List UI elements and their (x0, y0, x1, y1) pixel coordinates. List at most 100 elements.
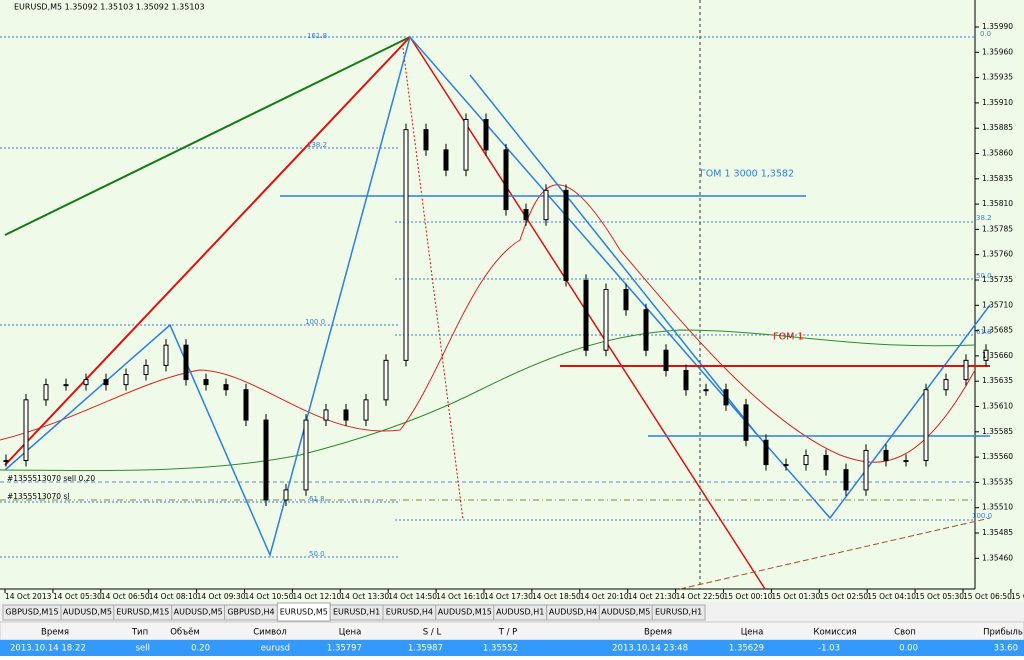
column-header[interactable]: Тип (131, 628, 148, 638)
column-header[interactable]: Цена (339, 628, 362, 638)
candle-body (483, 119, 489, 151)
tab-label[interactable]: GBPUSD,H4 (227, 608, 274, 617)
order-label: #1355513070 sl (7, 492, 69, 501)
table-cell: 0.20 (191, 644, 210, 654)
column-header[interactable]: Время (41, 628, 69, 638)
candle-body (563, 189, 569, 281)
tab-label[interactable]: AUDUSD,M15 (438, 608, 492, 617)
candle-body (463, 119, 469, 171)
candle-body (763, 439, 769, 466)
tab-label[interactable]: EURUSD,H1 (655, 608, 702, 617)
column-header[interactable]: Своп (894, 628, 916, 638)
time-label: 14 Oct 06:50 (101, 592, 150, 601)
candle-body (443, 149, 449, 171)
fib-label: 50.0 (309, 550, 325, 558)
fib-label: 61.8 (309, 495, 325, 503)
candle-body (623, 289, 629, 311)
time-label: 15 Oct 05:30 (915, 592, 964, 601)
time-label: 14 Oct 05:30 (53, 592, 102, 601)
candle-body (183, 344, 189, 381)
candle-body (983, 349, 989, 361)
fib-label: 61.8 (976, 328, 992, 336)
time-label: 14 Oct 12:10 (292, 592, 341, 601)
fib-label: 161.8 (307, 32, 327, 40)
column-header[interactable]: Объём (170, 628, 200, 638)
trend-line (679, 517, 991, 590)
price-label: 1.35535 (982, 477, 1013, 486)
table-cell: eurusd (261, 644, 290, 654)
candle-body (283, 489, 289, 501)
level-annotation: ГОМ 1 3000 1,3582 (700, 169, 794, 180)
tab[interactable] (651, 604, 706, 621)
fib-label: 100.0 (305, 318, 325, 326)
price-label: 1.35510 (982, 503, 1013, 512)
time-label: 15 Oct 00:10 (724, 592, 773, 601)
candle-body (83, 379, 89, 386)
price-label: 1.35685 (982, 326, 1013, 335)
candle-body (203, 379, 209, 386)
candle-body (143, 364, 149, 376)
order-label: #1355513070 sell 0.20 (7, 474, 95, 483)
column-header[interactable]: Время (644, 628, 672, 638)
time-label: 15 Oct 02:50 (819, 592, 868, 601)
table-cell: 0.00 (899, 644, 918, 654)
tab-label[interactable]: EURUSD,H1 (333, 608, 380, 617)
trend-line (4, 36, 411, 466)
tab-label[interactable]: EURUSD,M15 (116, 608, 169, 617)
candle-body (783, 464, 789, 467)
tab-label[interactable]: GBPUSD,M15 (5, 608, 58, 617)
tab-label[interactable]: AUDUSD,M5 (601, 608, 650, 617)
tab-label[interactable]: EURUSD,M5 (280, 608, 328, 617)
candle-body (503, 149, 509, 211)
price-label: 1.35785 (982, 224, 1013, 233)
candle-body (3, 460, 9, 463)
candle-body (323, 409, 329, 421)
time-label: 14 Oct 13:30 (340, 592, 389, 601)
candle-body (963, 359, 969, 381)
price-label: 1.35485 (982, 528, 1013, 537)
time-label: 15 Oct 06:50 (963, 592, 1012, 601)
column-header[interactable]: Комиссия (813, 628, 856, 638)
price-label: 1.35460 (982, 553, 1013, 562)
price-label: 1.35710 (982, 300, 1013, 309)
candle-body (63, 384, 69, 387)
tab-label[interactable]: AUDUSD,H4 (549, 608, 597, 617)
candle-body (303, 419, 309, 491)
candle-body (43, 384, 49, 401)
time-label: 14 Oct 17:30 (484, 592, 533, 601)
candle-body (523, 209, 529, 221)
column-header[interactable]: S / L (423, 628, 442, 638)
chart-header: EURUSD,M5 1.35092 1.35103 1.35092 1.3510… (14, 3, 205, 12)
price-label: 1.35860 (982, 149, 1013, 158)
moving-average (0, 329, 976, 472)
candle-body (843, 469, 849, 491)
candle-body (23, 399, 29, 462)
candle-body (723, 389, 729, 406)
column-header[interactable]: T / P (498, 628, 518, 638)
price-label: 1.35610 (982, 402, 1013, 411)
candle-body (263, 419, 269, 501)
candle-body (803, 454, 809, 466)
candle-body (923, 389, 929, 462)
time-label: 14 Oct 10:50 (245, 592, 294, 601)
price-label: 1.35660 (982, 351, 1013, 360)
candle-body (903, 460, 909, 463)
time-label: 14 Oct 08:10 (149, 592, 198, 601)
price-label: 1.35885 (982, 123, 1013, 132)
column-header[interactable]: Цена (741, 628, 764, 638)
price-label: 1.35585 (982, 427, 1013, 436)
tab-label[interactable]: AUDUSD,H1 (496, 608, 544, 617)
tab-label[interactable]: AUDUSD,M5 (63, 608, 112, 617)
candle-body (423, 129, 429, 151)
price-label: 1.35990 (982, 22, 1013, 31)
column-header[interactable]: Символ (253, 628, 287, 638)
column-header[interactable]: Прибыль (983, 628, 1023, 638)
zigzag (4, 35, 991, 558)
tab-label[interactable]: EURUSD,H4 (386, 608, 433, 617)
tabs: GBPUSD,M15 AUDUSD,M5 EURUSD,M15 AUDUSD,M5 GB… (2, 602, 706, 622)
tab-label[interactable]: AUDUSD,M5 (174, 608, 223, 617)
time-label: 14 Oct 16:10 (436, 592, 485, 601)
fib-label: 38.2 (976, 214, 992, 222)
time-label: 14 Oct 2013 (5, 592, 52, 601)
fib-label: 50.0 (976, 272, 992, 280)
